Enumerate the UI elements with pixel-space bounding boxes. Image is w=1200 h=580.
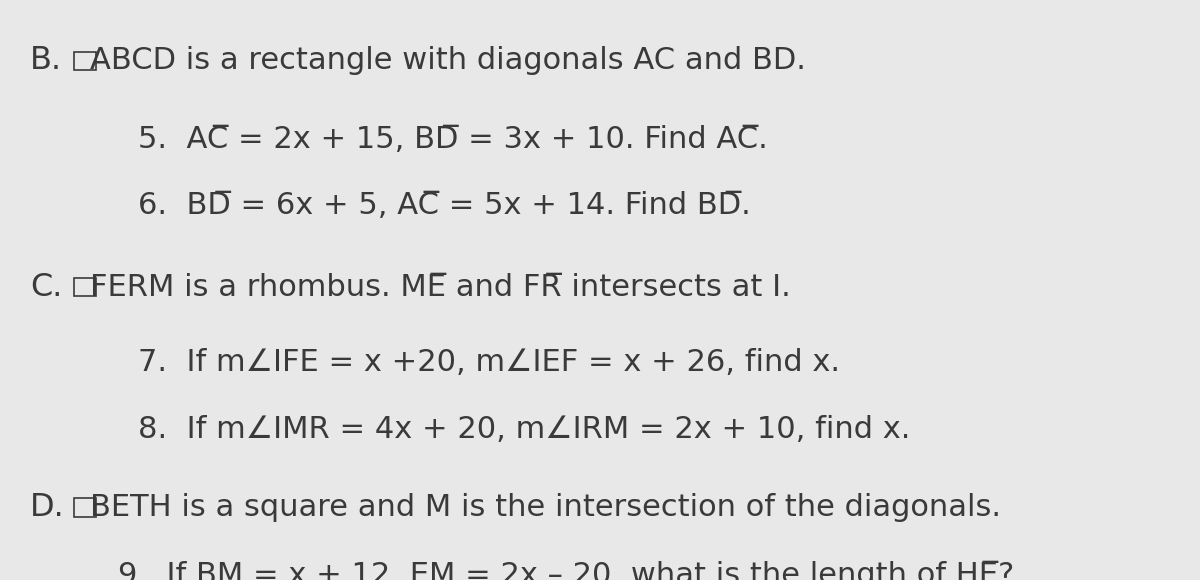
Text: C.: C. xyxy=(30,271,62,303)
Text: 6.  BD̅ = 6x + 5, AC̅ = 5x + 14. Find BD̅.: 6. BD̅ = 6x + 5, AC̅ = 5x + 14. Find BD̅… xyxy=(138,191,751,220)
Text: FERM is a rhombus. ME̅ and FR̅ intersects at I.: FERM is a rhombus. ME̅ and FR̅ intersect… xyxy=(90,273,791,302)
Text: 5.  AC̅ = 2x + 15, BD̅ = 3x + 10. Find AC̅.: 5. AC̅ = 2x + 15, BD̅ = 3x + 10. Find AC… xyxy=(138,125,768,154)
Text: D.: D. xyxy=(30,492,65,523)
Text: B.: B. xyxy=(30,45,62,77)
Text: 9.  If BM = x + 12, EM = 2x – 20, what is the length of HE̅?: 9. If BM = x + 12, EM = 2x – 20, what is… xyxy=(118,561,1014,580)
Text: ABCD is a rectangle with diagonals AC and BD.: ABCD is a rectangle with diagonals AC an… xyxy=(90,46,806,75)
Text: 7.  If m∠IFE = x +20, m∠IEF = x + 26, find x.: 7. If m∠IFE = x +20, m∠IEF = x + 26, fin… xyxy=(138,348,840,377)
Text: 8.  If m∠IMR = 4x + 20, m∠IRM = 2x + 10, find x.: 8. If m∠IMR = 4x + 20, m∠IRM = 2x + 10, … xyxy=(138,415,911,444)
Text: BETH is a square and M is the intersection of the diagonals.: BETH is a square and M is the intersecti… xyxy=(90,493,1001,522)
